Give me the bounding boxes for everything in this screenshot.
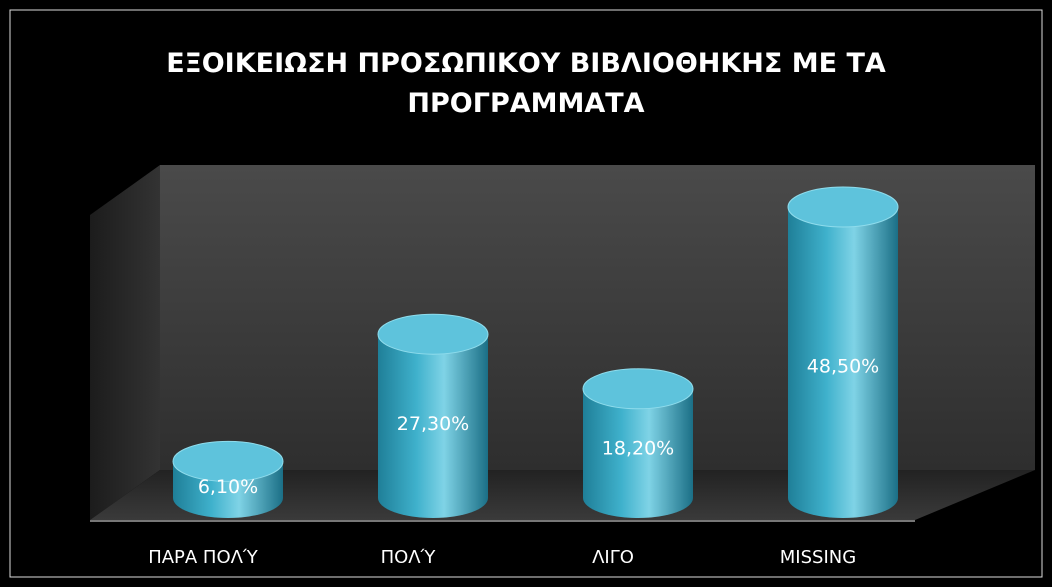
data-label: 27,30% bbox=[397, 413, 469, 435]
data-label: 18,20% bbox=[602, 437, 674, 459]
bar bbox=[583, 388, 693, 518]
x-tick-label: ΠΟΛΎ bbox=[381, 547, 436, 568]
bar-top bbox=[172, 440, 284, 482]
x-tick-label: ΛΙΓΟ bbox=[592, 547, 634, 568]
bar-top bbox=[582, 368, 694, 410]
data-label: 6,10% bbox=[198, 476, 258, 498]
chart-title: ΕΞΟΙΚΕΙΩΣΗ ΠΡΟΣΩΠΙΚΟΥ ΒΙΒΛΙΟΘΗΚΗΣ ΜΕ ΤΑ … bbox=[166, 48, 886, 119]
x-tick-label: ΠΑΡΑ ΠΟΛΎ bbox=[148, 547, 258, 568]
bar-top bbox=[787, 186, 899, 228]
x-tick-label: MISSING bbox=[780, 547, 856, 568]
side-wall bbox=[90, 165, 160, 520]
bar-top bbox=[377, 313, 489, 355]
bars: 6,10% ΠΑΡΑ ΠΟΛΎ 27,30% ΠΟΛΎ 18,20% ΛΙΓΟ 48,50%… bbox=[148, 186, 899, 568]
bar bbox=[788, 207, 898, 518]
data-label: 48,50% bbox=[807, 356, 879, 378]
frame bbox=[9, 9, 1043, 578]
bar bbox=[378, 334, 488, 518]
